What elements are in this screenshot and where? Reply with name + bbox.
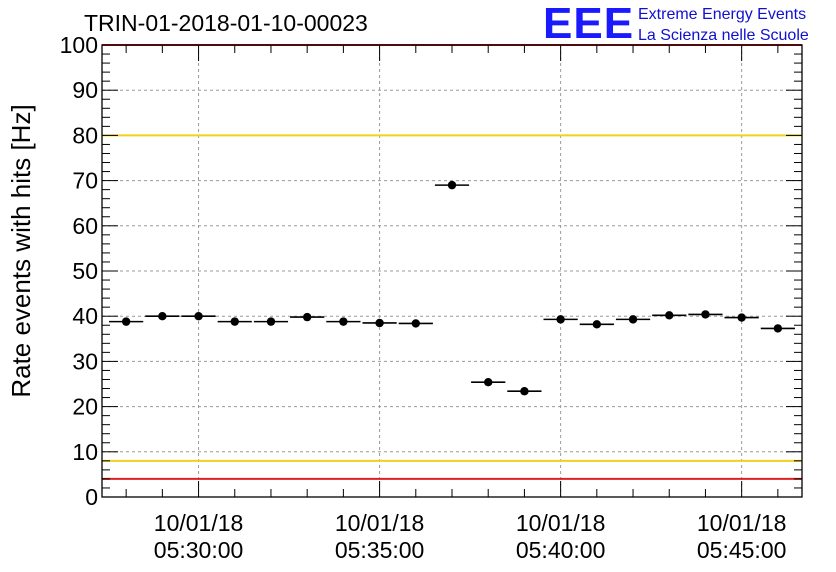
x-tick-label-time: 05:35:00 [335, 537, 425, 563]
data-point [556, 315, 565, 324]
logo-line-1: Extreme Energy Events [638, 6, 807, 23]
y-tick-label: 90 [72, 77, 98, 103]
y-tick-label: 80 [72, 122, 98, 148]
x-axis-ticks: 10/01/1805:30:0010/01/1805:35:0010/01/18… [125, 45, 787, 563]
y-tick-label: 20 [72, 394, 98, 420]
data-point [628, 315, 638, 324]
y-tick-label: 10 [72, 439, 98, 465]
data-point [339, 317, 348, 326]
data-point [230, 317, 239, 326]
data-point [302, 312, 312, 322]
data-point [121, 317, 131, 326]
y-tick-label: 50 [72, 258, 98, 284]
data-points [109, 180, 795, 396]
y-axis-ticks: 0 10 20 30 40 50 60 70 80 90 100 [60, 32, 802, 510]
threshold-lines [102, 44, 802, 480]
x-tick-label-date: 10/01/18 [335, 510, 425, 536]
data-point [592, 320, 602, 329]
eee-logo-mark: EEE [543, 0, 635, 48]
x-tick-label-date: 10/01/18 [154, 510, 244, 536]
x-tick-label-time: 05:40:00 [516, 537, 606, 563]
data-point [773, 324, 783, 333]
data-point [158, 312, 167, 321]
logo-line-2: La Scienza nelle Scuole [638, 27, 809, 44]
data-point [484, 377, 493, 387]
y-tick-label: 30 [72, 348, 98, 374]
data-point [737, 313, 746, 322]
data-point [665, 311, 674, 320]
data-point [194, 312, 203, 321]
data-point [701, 310, 710, 319]
x-tick-label-time: 05:45:00 [697, 537, 787, 563]
x-tick-label-date: 10/01/18 [697, 510, 787, 536]
y-tick-label: 0 [85, 484, 98, 510]
y-tick-label: 60 [72, 213, 98, 239]
y-tick-label: 70 [72, 168, 98, 194]
y-tick-label: 40 [72, 303, 98, 329]
data-point [411, 319, 420, 328]
data-point [520, 387, 529, 396]
x-tick-label-time: 05:30:00 [154, 537, 244, 563]
y-axis-label: Rate events with hits [Hz] [6, 104, 36, 397]
data-point [266, 317, 276, 326]
data-point [375, 318, 384, 328]
data-point [447, 180, 457, 190]
chart-title: TRIN-01-2018-01-10-00023 [84, 10, 368, 36]
y-tick-label: 100 [60, 32, 98, 58]
grid-layer [102, 45, 802, 497]
x-tick-label-date: 10/01/18 [516, 510, 606, 536]
